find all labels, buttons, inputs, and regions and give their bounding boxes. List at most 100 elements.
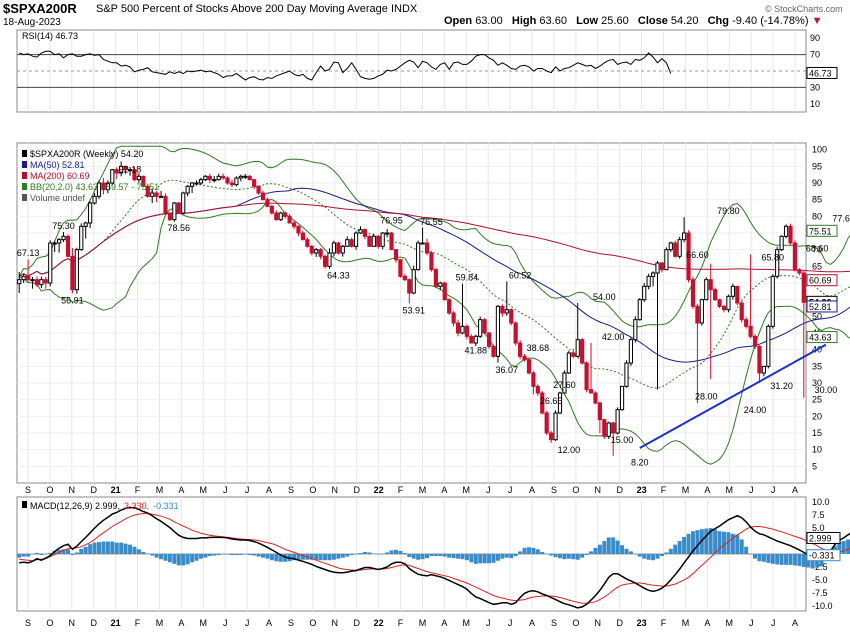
candle-up — [136, 175, 141, 181]
price-annotation: 79.80 — [717, 206, 740, 216]
candle-down — [167, 212, 173, 221]
macd-histogram-bar — [367, 552, 372, 554]
macd-histogram-bar — [420, 554, 425, 560]
candle-up — [189, 182, 195, 187]
month-tick-label: S — [25, 618, 31, 628]
macd-histogram-bar — [309, 554, 314, 560]
down-arrow-icon: ▼ — [811, 15, 823, 27]
macd-histogram-bar — [243, 554, 248, 555]
month-tick-label: J — [771, 618, 776, 628]
macd-histogram-bar — [21, 554, 26, 557]
macd-histogram-bar — [487, 554, 492, 564]
candle-up — [105, 182, 110, 191]
macd-histogram-bar — [150, 554, 155, 556]
candle-down — [393, 249, 399, 261]
macd-histogram-bar — [30, 554, 35, 555]
candle-up — [371, 235, 376, 247]
macd-legend-entry: MACD(12,26,9) 2.999, — [30, 501, 120, 511]
candle-up — [562, 372, 567, 394]
macd-histogram-bar — [562, 554, 567, 560]
macd-histogram-bar — [584, 554, 589, 556]
legend-swatch — [22, 194, 27, 201]
month-tick-label: 23 — [637, 485, 647, 495]
candle-down — [695, 305, 700, 324]
candle-down — [402, 275, 407, 281]
macd-histogram-bar — [464, 554, 469, 561]
macd-histogram-bar — [677, 541, 682, 554]
macd-histogram-bar — [620, 545, 625, 554]
price-annotation: 26.65 — [540, 396, 563, 406]
price-axis-tick: 30 — [812, 378, 822, 388]
macd-histogram-bar — [416, 554, 421, 560]
price-axis-tick: 15 — [812, 428, 822, 438]
month-tick-label: M — [419, 485, 427, 495]
candle-down — [540, 392, 545, 414]
macd-histogram-bar — [336, 554, 341, 559]
macd-histogram-bar — [48, 552, 53, 554]
candle-down — [309, 245, 314, 254]
candle-down — [686, 232, 691, 281]
macd-histogram-bar — [797, 554, 802, 566]
price-axis-tick: 85 — [812, 195, 822, 205]
price-axis-tick: 95 — [812, 161, 822, 171]
rsi-axis-tick: 10 — [810, 99, 820, 109]
candle-up — [181, 192, 186, 214]
candle-down — [247, 175, 252, 181]
candle-down — [154, 192, 159, 197]
candle-up — [212, 179, 217, 182]
candle-up — [655, 262, 660, 274]
month-tick-label: M — [200, 618, 208, 628]
candle-down — [283, 212, 288, 217]
price-axis-tick: 35 — [812, 361, 822, 371]
open-value: 63.00 — [475, 15, 503, 27]
rsi-line — [19, 50, 672, 81]
macd-last-value: -0.331 — [809, 551, 835, 561]
month-tick-label: D — [90, 618, 97, 628]
candle-down — [531, 372, 536, 387]
candle-up — [438, 282, 443, 287]
candle-down — [673, 242, 678, 257]
macd-histogram-bar — [234, 554, 239, 556]
month-tick-label: F — [661, 618, 667, 628]
candle-up — [88, 202, 93, 224]
ticker-description: S&P 500 Percent of Stocks Above 200 Day … — [96, 3, 418, 15]
candle-up — [677, 239, 682, 257]
month-tick-label: S — [551, 618, 557, 628]
macd-histogram-bar — [535, 549, 540, 554]
month-tick-label: 22 — [374, 485, 384, 495]
candle-down — [176, 202, 181, 214]
candle-down — [291, 222, 297, 227]
rsi-last-value: 46.73 — [809, 68, 832, 78]
candle-up — [234, 177, 239, 186]
macd-histogram-bar — [101, 541, 106, 554]
price-annotation: 67.13 — [17, 248, 40, 258]
macd-histogram-bar — [690, 531, 695, 554]
candle-up — [628, 339, 634, 364]
macd-histogram-bar — [597, 544, 602, 554]
macd-histogram-bar — [557, 554, 562, 559]
candle-down — [522, 355, 527, 361]
price-annotation: 66.60 — [686, 250, 709, 260]
macd-histogram-bar — [810, 554, 815, 569]
open-label: Open — [444, 15, 473, 27]
macd-histogram-bar — [655, 554, 660, 559]
macd-histogram-bar — [252, 554, 257, 556]
candle-up — [416, 242, 421, 271]
price-axis-tick: 10 — [812, 445, 822, 455]
candle-up — [30, 279, 35, 282]
macd-histogram-bar — [83, 546, 88, 554]
macd-histogram-bar — [726, 532, 731, 554]
candle-up — [57, 239, 62, 244]
price-axis-tick: 50 — [812, 311, 822, 321]
candle-down — [735, 285, 740, 304]
month-tick-label: A — [529, 618, 535, 628]
macd-histogram-bar — [766, 554, 771, 563]
candle-up — [203, 175, 208, 181]
macd-histogram-bar — [761, 554, 766, 562]
macd-histogram-bar — [176, 554, 181, 566]
price-annotation: 54.00 — [593, 292, 616, 302]
macd-signal-line — [19, 513, 850, 604]
month-tick-label: M — [156, 485, 164, 495]
month-tick-label: O — [572, 485, 579, 495]
macd-histogram-bar — [606, 537, 611, 554]
